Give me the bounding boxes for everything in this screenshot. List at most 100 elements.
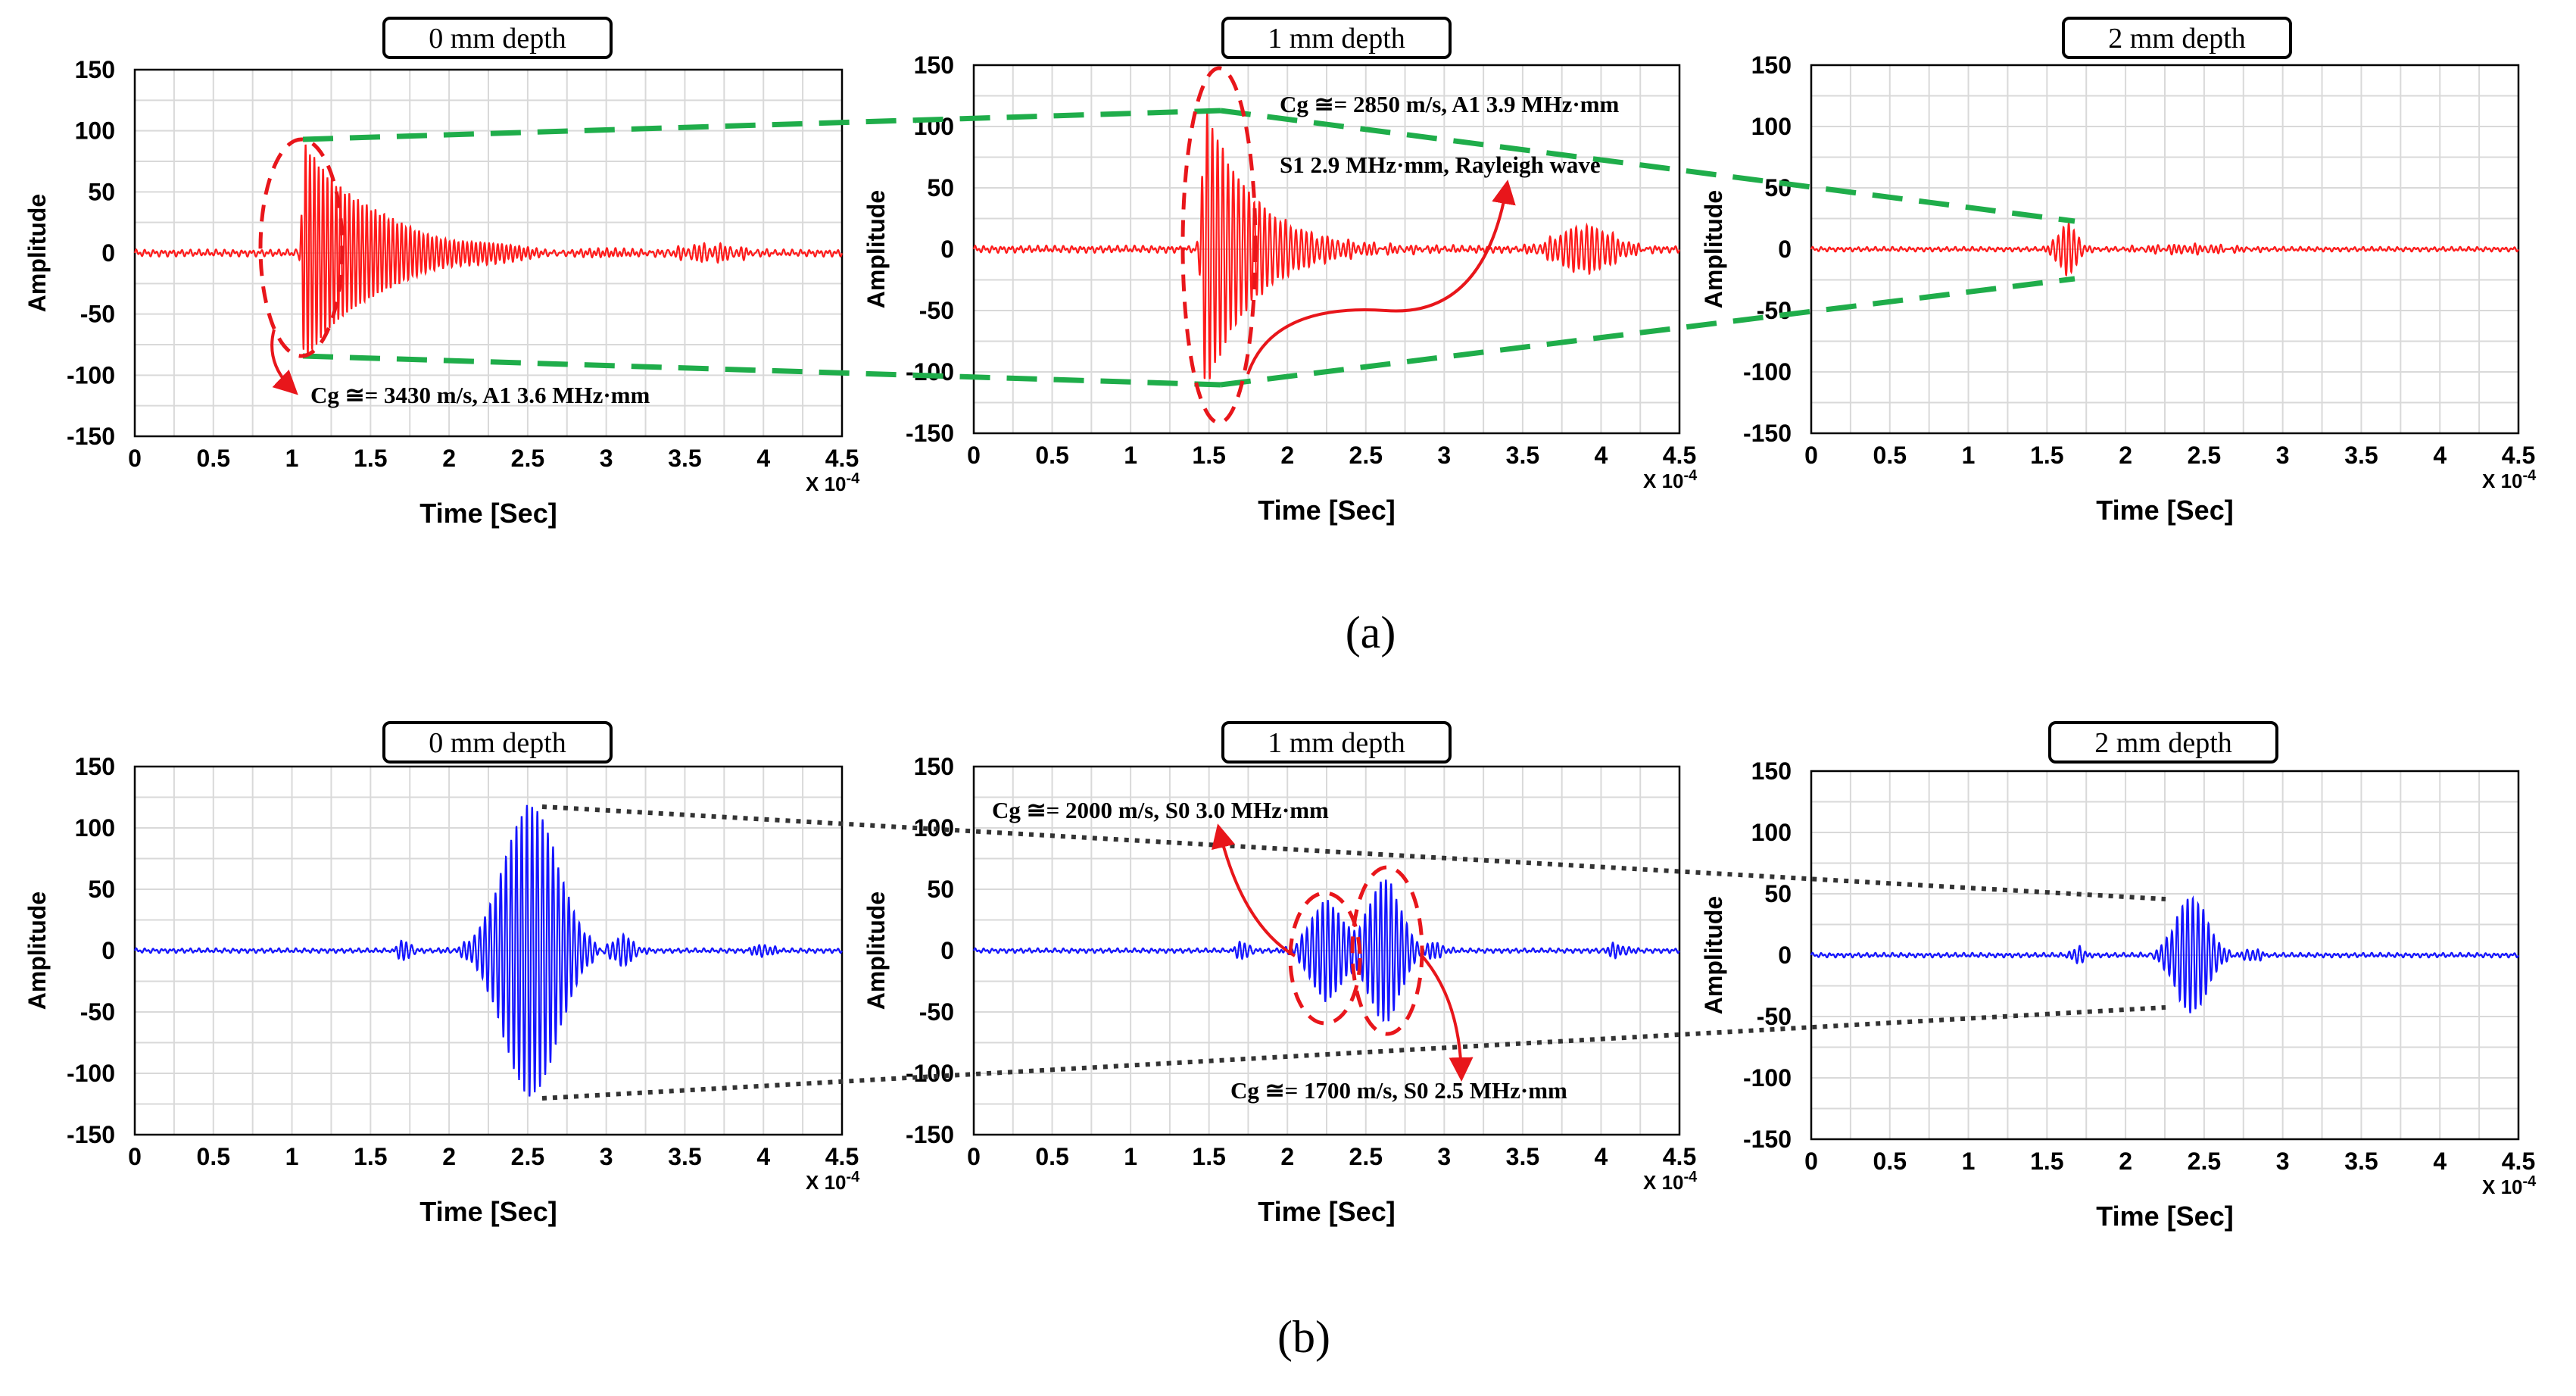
x-tick-label: 4 [1595,1143,1608,1170]
y-tick-label: -150 [906,1121,954,1148]
x-tick-label: 1 [1124,1143,1137,1170]
y-axis-label: Amplitude [862,190,890,308]
x-tick-label: 0 [128,445,142,472]
x-tick-label: 0 [967,442,981,469]
x-axis-label: Time [Sec] [419,1196,557,1227]
y-tick-label: 50 [927,876,954,903]
series-line [1810,895,2519,1013]
x-tick-label: 4.5 [1663,1143,1696,1170]
chart-a-1: 0 0.5 1 1.5 2 2.5 3 3.5 4 4.5 150 100 50 0 -50 -100 -150… [23,17,860,529]
x-axis-label: Time [Sec] [1258,1196,1395,1227]
y-tick-label: -50 [919,297,954,324]
x-tick-label: 0.5 [1035,442,1068,469]
arrow-b2-s0-first [1212,823,1296,957]
x-tick-label: 1.5 [1192,1143,1225,1170]
x-tick-label: 0 [128,1143,142,1170]
x-tick-label: 4 [2433,1148,2447,1175]
y-tick-label: 100 [75,117,115,145]
chart-title-box [2062,17,2292,59]
highlight-ellipse-b2-right [1350,865,1424,1036]
y-tick-label: 50 [927,174,954,201]
x-tick-label: 1.5 [2030,442,2063,469]
y-tick-label: -150 [67,1121,115,1148]
x-tick-label: 2.5 [511,1143,544,1170]
x-tick-label: 1 [1962,1148,1976,1175]
x-axis-label: Time [Sec] [2096,495,2233,526]
x-tick-label: 2.5 [1349,1143,1383,1170]
annotation-a1-cg: Cg ≅= 3430 m/s, A1 3.6 MHz·mm [310,382,650,408]
x-tick-label: 1.5 [2030,1148,2063,1175]
x-tick-label: 2 [442,445,456,472]
green-connector-top-1 [302,108,1221,142]
y-tick-label: 50 [88,876,115,903]
x-tick-label: 3 [1437,1143,1451,1170]
y-tick-label: 150 [75,56,115,83]
figure-label-a: (a) [1346,607,1396,657]
x-tick-label: 4 [2433,442,2447,469]
x-tick-label: 4.5 [825,445,859,472]
y-tick-label: -50 [1757,1003,1792,1030]
x-tick-label: 3 [2276,1148,2290,1175]
chart-title-box [2048,721,2278,764]
y-tick-label: -50 [919,998,954,1026]
green-connector-bottom-1 [302,353,1221,388]
chart-title-text: 0 mm depth [429,727,566,759]
chart-title-box [382,17,613,59]
series-line [972,879,1680,1023]
chart-b-1: 0 0.5 1 1.5 2 2.5 3 3.5 4 4.5 150 100 50 0 -50 -100 -150… [23,721,860,1227]
x-exponent-label: X 10-4 [1643,467,1698,492]
x-tick-label: 3 [600,1143,613,1170]
x-tick-label: 3 [2276,442,2290,469]
chart-title-text: 2 mm depth [2108,23,2246,55]
y-tick-label: -100 [1743,358,1792,386]
y-axis-label: Amplitude [1700,896,1727,1014]
x-tick-label: 0 [1804,1148,1818,1175]
y-axis-label: Amplitude [1700,190,1727,308]
x-tick-label: 1 [1962,442,1976,469]
chart-title: 0 mm depth [382,17,613,59]
x-axis-label: Time [Sec] [2096,1201,2233,1232]
series-line [972,111,1681,379]
y-tick-label: 0 [940,937,954,964]
chart-title-box [382,721,613,764]
y-tick-label: 50 [1764,880,1792,907]
x-tick-label: 4.5 [825,1143,859,1170]
x-tick-label: 3.5 [2344,1148,2378,1175]
x-tick-label: 4 [1595,442,1608,469]
chart-title-text: 1 mm depth [1268,727,1405,759]
y-tick-label: 50 [1764,174,1792,201]
y-axis-label: Amplitude [862,892,890,1010]
x-tick-label: 3.5 [1506,442,1539,469]
x-tick-label: 2.5 [1349,442,1383,469]
series-line [133,144,844,358]
x-tick-label: 1.5 [354,445,387,472]
y-tick-label: 100 [1751,113,1792,140]
x-tick-label: 0.5 [1035,1143,1068,1170]
y-tick-label: 100 [75,814,115,842]
green-connector-top-2 [1220,108,2075,224]
overlay-layer: Cg ≅= 3430 m/s, A1 3.6 MHz·mm Cg ≅= 2850 … [258,66,2166,1104]
x-tick-label: 3.5 [668,445,701,472]
y-tick-label: -150 [906,420,954,447]
green-connector-bottom-2 [1220,276,2075,388]
y-tick-label: 150 [75,753,115,780]
arrow-b2-s0-second [1421,954,1474,1082]
chart-title: 2 mm depth [2048,721,2278,764]
x-tick-label: 3 [600,445,613,472]
x-exponent-label: X 10-4 [806,1169,860,1194]
y-tick-label: 150 [1751,757,1792,785]
x-tick-label: 4.5 [1663,442,1696,469]
x-tick-label: 1.5 [354,1143,387,1170]
series-line [1810,223,2519,277]
y-tick-label: -100 [906,1060,954,1087]
x-exponent-label: X 10-4 [2482,1173,2537,1198]
arrow-a2-rayleigh [1246,180,1516,375]
annotation-b2-cg-1700: Cg ≅= 1700 m/s, S0 2.5 MHz·mm [1230,1077,1567,1104]
y-tick-label: -50 [80,998,115,1026]
x-exponent-label: X 10-4 [1643,1169,1698,1194]
x-tick-label: 3.5 [668,1143,701,1170]
x-tick-label: 0.5 [1873,442,1907,469]
x-tick-label: 0.5 [1873,1148,1907,1175]
x-tick-label: 4 [756,1143,770,1170]
